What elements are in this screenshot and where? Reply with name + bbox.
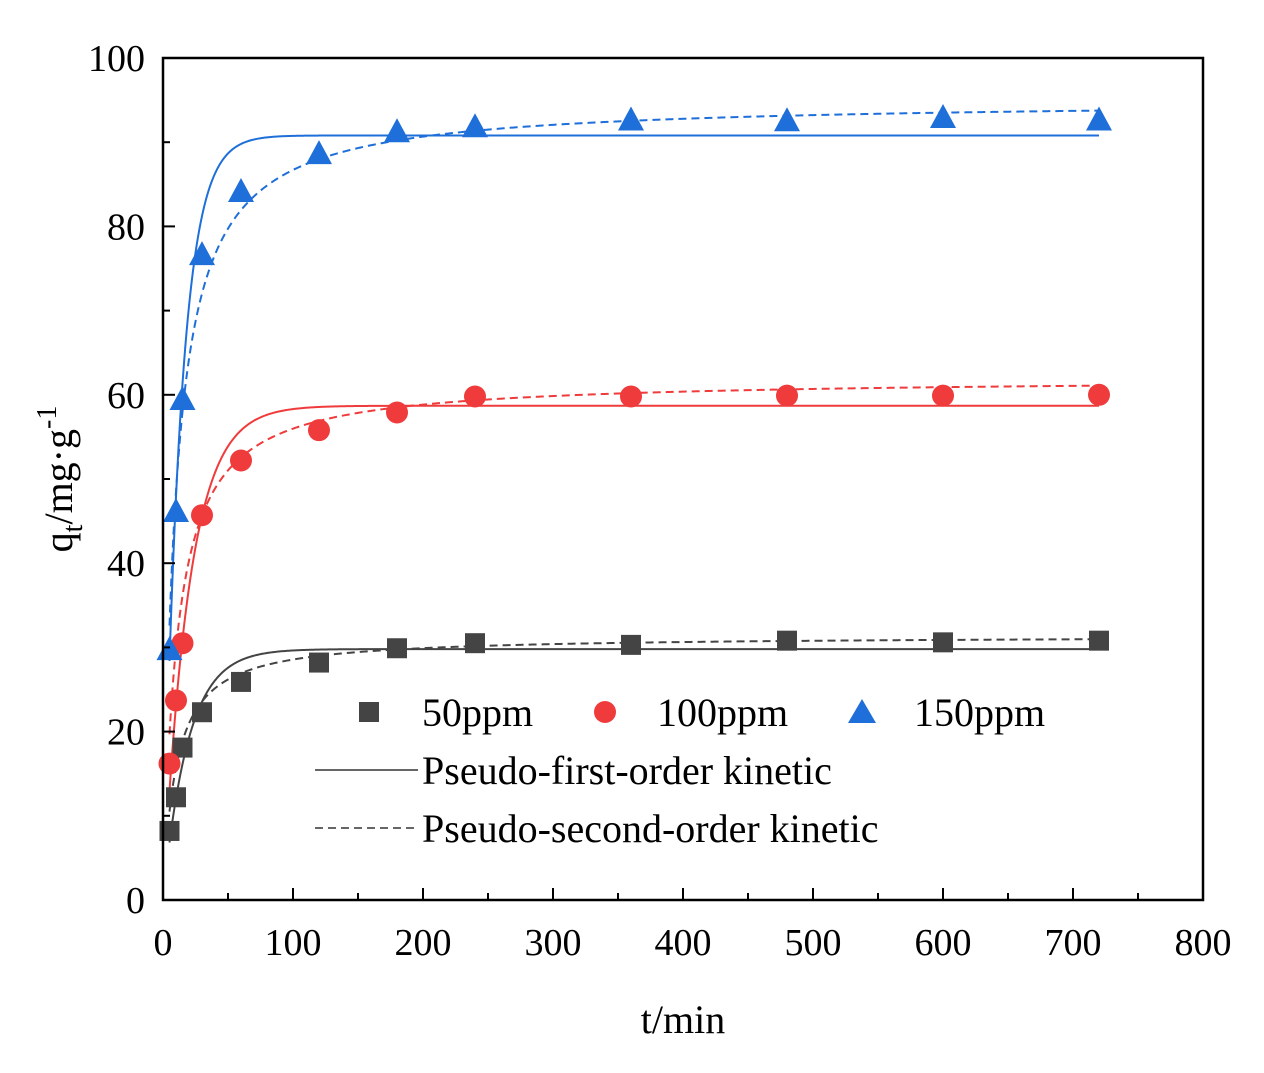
data-point-50ppm <box>159 820 180 841</box>
data-point-150ppm <box>189 241 215 266</box>
data-point-150ppm <box>169 386 196 411</box>
x-tick-label: 100 <box>265 922 322 964</box>
data-point-150ppm <box>384 118 410 143</box>
data-point-150ppm <box>163 497 189 522</box>
data-point-150ppm <box>462 113 488 138</box>
data-point-150ppm <box>306 140 332 165</box>
legend: 50ppm 100ppm 150ppm Pseudo-first-order k… <box>315 690 1045 851</box>
data-point-150ppm <box>1086 106 1112 131</box>
data-point-50ppm <box>166 787 186 808</box>
x-tick-label: 300 <box>525 922 582 964</box>
data-point-100ppm <box>171 632 194 655</box>
y-axis-ticks: 0 20 40 60 80 100 <box>88 38 175 922</box>
y-tick-label: 80 <box>107 206 145 248</box>
y-tick-label: 0 <box>126 880 145 922</box>
data-point-100ppm <box>1088 383 1110 406</box>
x-tick-label: 600 <box>915 922 972 964</box>
y-axis-title: qt/mg·g-1 <box>32 406 89 553</box>
data-point-100ppm <box>191 504 213 527</box>
data-point-100ppm <box>230 449 252 472</box>
data-point-50ppm <box>309 652 329 673</box>
x-tick-label: 800 <box>1175 922 1232 964</box>
pfo-fit-150ppm <box>168 134 1099 661</box>
data-point-150ppm <box>228 178 254 203</box>
data-point-100ppm <box>386 401 408 424</box>
data-point-50ppm <box>465 633 485 654</box>
y-tick-label: 60 <box>107 375 145 417</box>
pso-fit-100ppm <box>168 384 1100 735</box>
data-point-100ppm <box>165 689 187 712</box>
legend-label-100ppm: 100ppm <box>657 690 788 735</box>
legend-label-150ppm: 150ppm <box>914 690 1045 735</box>
data-point-150ppm <box>618 106 644 131</box>
y-axis-title-base: q <box>36 532 81 552</box>
x-axis-ticks: 0 100 200 300 400 500 600 700 800 <box>154 888 1232 964</box>
y-tick-label: 40 <box>107 543 145 585</box>
data-point-50ppm <box>172 737 193 758</box>
pso-fit-150ppm <box>168 109 1100 626</box>
data-point-50ppm <box>777 630 797 651</box>
x-tick-label: 200 <box>395 922 452 964</box>
legend-label-50ppm: 50ppm <box>422 690 533 735</box>
x-axis-title: t/min <box>641 997 725 1042</box>
data-point-100ppm <box>464 385 486 408</box>
y-axis-title-sub: t <box>58 524 89 532</box>
data-point-50ppm <box>387 638 407 659</box>
y-tick-label: 100 <box>88 38 145 80</box>
data-point-50ppm <box>231 671 251 692</box>
data-point-50ppm <box>192 702 212 723</box>
y-tick-label: 20 <box>107 712 145 754</box>
legend-marker-100ppm <box>594 701 616 723</box>
y-axis-title-sup: -1 <box>32 406 63 429</box>
data-markers <box>156 103 1112 841</box>
legend-label-first-order: Pseudo-first-order kinetic <box>422 748 832 793</box>
data-point-50ppm <box>933 632 953 653</box>
data-point-150ppm <box>774 107 800 132</box>
data-point-100ppm <box>308 419 330 442</box>
data-point-50ppm <box>621 634 641 655</box>
legend-marker-150ppm <box>848 699 876 723</box>
x-tick-label: 500 <box>785 922 842 964</box>
x-tick-label: 400 <box>655 922 712 964</box>
data-point-50ppm <box>1089 630 1109 651</box>
data-point-100ppm <box>620 385 642 408</box>
data-point-100ppm <box>932 384 954 407</box>
legend-marker-50ppm <box>359 702 379 722</box>
data-point-150ppm <box>930 103 956 128</box>
x-tick-label: 700 <box>1045 922 1102 964</box>
y-axis-title-mid: /mg·g <box>36 429 81 525</box>
legend-label-second-order: Pseudo-second-order kinetic <box>422 806 879 851</box>
data-point-100ppm <box>776 384 798 407</box>
x-tick-label: 0 <box>154 922 173 964</box>
